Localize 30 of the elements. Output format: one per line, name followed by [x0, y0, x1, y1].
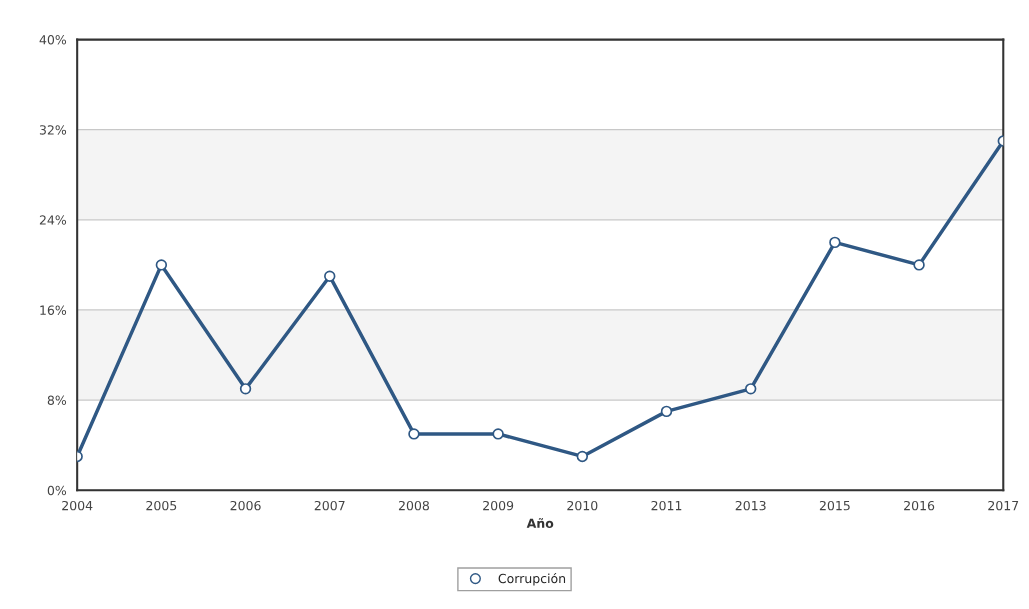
- point: [408, 428, 420, 440]
- x-tick-label: 2008: [398, 500, 429, 511]
- point: [576, 450, 589, 463]
- point: [239, 383, 252, 395]
- y-tick-label: 40%: [39, 35, 67, 45]
- x-tick-label: 2015: [819, 500, 850, 511]
- x-tick-label: 2013: [735, 500, 766, 511]
- x-tick-label: 2004: [62, 500, 93, 511]
- x-tick-label: 2005: [146, 500, 177, 511]
- x-tick-label: 2006: [230, 500, 261, 511]
- point: [492, 428, 504, 440]
- y-tick-label: 16%: [40, 305, 67, 315]
- x-tick-label: 2009: [483, 500, 514, 511]
- x-tick-label: 2007: [314, 500, 345, 511]
- x-tick-label: 2011: [651, 500, 682, 511]
- y-tick-label: 32%: [39, 125, 67, 135]
- x-tick-label: 2016: [904, 500, 935, 511]
- x-tick-label: 2010: [567, 500, 598, 511]
- y-tick-label: 0%: [47, 485, 67, 496]
- legend-label: Corrupción: [498, 572, 566, 586]
- point: [155, 259, 168, 271]
- point: [829, 236, 841, 249]
- point: [745, 383, 757, 395]
- y-tick-label: 8%: [47, 395, 67, 406]
- y-tick-label: 24%: [39, 215, 67, 225]
- point: [913, 259, 925, 271]
- x-axis-title: Año: [526, 518, 554, 528]
- point: [324, 270, 336, 282]
- point: [660, 405, 673, 418]
- x-tick-label: 2017: [988, 500, 1019, 511]
